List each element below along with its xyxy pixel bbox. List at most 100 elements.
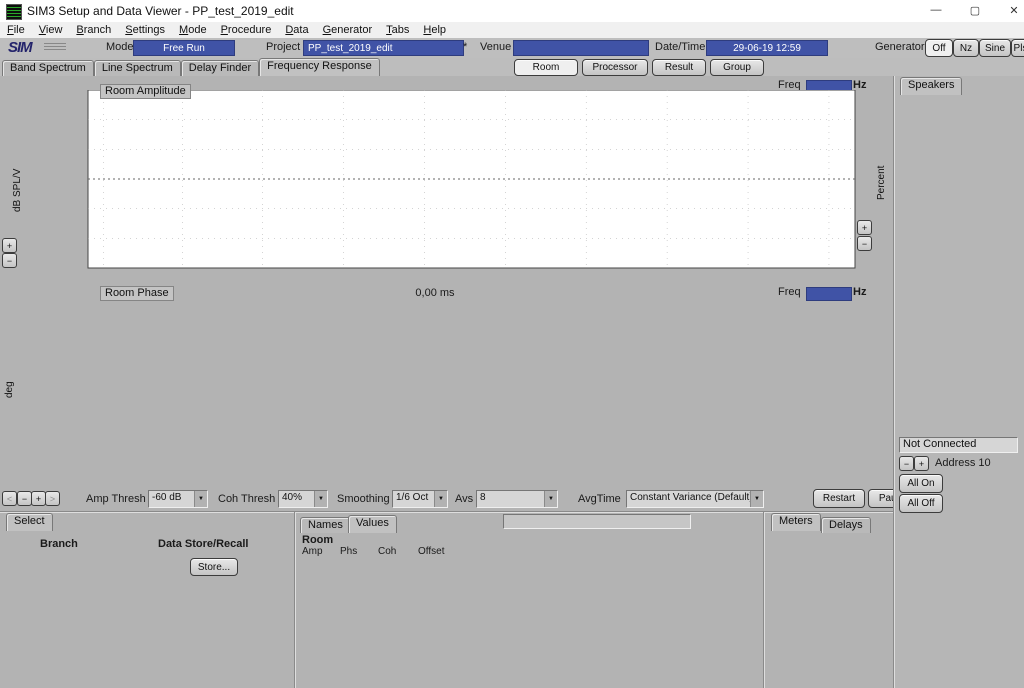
- coh-thresh-label: Coh Thresh: [218, 493, 276, 505]
- tab-frequency-response[interactable]: Frequency Response: [259, 58, 380, 76]
- smoothing-label: Smoothing: [337, 493, 390, 505]
- chevron-down-icon: ▼: [194, 491, 207, 507]
- tab-speakers[interactable]: Speakers: [900, 77, 963, 95]
- generator-buttons: OffNzSinePls: [925, 39, 1024, 57]
- menu-mode[interactable]: Mode: [179, 24, 207, 36]
- amp-zoom-out-button[interactable]: −: [2, 253, 17, 268]
- delay-readout: 0,00 ms: [415, 287, 455, 299]
- percent-axis-title: Percent: [876, 165, 887, 200]
- speakers-panel: Speakers Not Connected − + Address 10 Al…: [895, 76, 1024, 688]
- tab-meters[interactable]: Meters: [771, 513, 821, 531]
- menu-branch[interactable]: Branch: [76, 24, 112, 36]
- percent-zoom-in-button[interactable]: +: [857, 220, 872, 235]
- amplitude-y-axis-title: dB SPL/V: [12, 168, 23, 212]
- amplitude-chart-title: Room Amplitude: [100, 84, 191, 99]
- maximize-button[interactable]: ▢: [969, 4, 981, 17]
- coh-thresh-select[interactable]: 40% ▼: [278, 490, 328, 508]
- cursor-next-button[interactable]: >: [45, 491, 60, 506]
- col-header-phs: Phs: [340, 546, 358, 557]
- select-panel: Select Branch Data Store/Recall Store...: [0, 512, 294, 688]
- speakers-divider: [893, 76, 894, 688]
- mode-value: Free Run: [133, 40, 235, 56]
- menu-tabs[interactable]: Tabs: [386, 24, 410, 36]
- bottom-divider: [0, 511, 1024, 512]
- close-button[interactable]: ✕: [1009, 4, 1019, 17]
- sim-logo: SIM: [8, 39, 33, 56]
- generator-pls-button[interactable]: Pls: [1011, 39, 1024, 57]
- menu-view[interactable]: View: [38, 24, 63, 36]
- generator-off-button[interactable]: Off: [925, 39, 953, 57]
- app-icon: [6, 4, 22, 20]
- cursor-prev-button[interactable]: <: [2, 491, 17, 506]
- cursor-minus-button[interactable]: −: [17, 491, 32, 506]
- venue-field[interactable]: [513, 40, 649, 56]
- phase-freq-unit: Hz: [853, 286, 867, 298]
- coh-thresh-value: 40%: [282, 492, 303, 503]
- amp-thresh-label: Amp Thresh: [86, 493, 146, 505]
- panel-divider-1: [294, 512, 295, 688]
- avs-select[interactable]: 8 ▼: [476, 490, 558, 508]
- view-buttons: Room Processor Result Group: [514, 59, 764, 76]
- amplitude-plot: [87, 90, 856, 269]
- avgtime-value: Constant Variance (Default): [630, 492, 750, 503]
- menu-help[interactable]: Help: [423, 24, 447, 36]
- tab-names[interactable]: Names: [300, 517, 351, 533]
- chevron-down-icon: ▼: [750, 491, 763, 507]
- phase-freq-label: Freq: [778, 286, 801, 298]
- title-bar: SIM3 Setup and Data Viewer - PP_test_201…: [0, 0, 1024, 23]
- avgtime-select[interactable]: Constant Variance (Default) ▼: [626, 490, 764, 508]
- menu-bar: File View Branch Settings Mode Procedure Data G…: [0, 22, 1024, 38]
- view-room-button[interactable]: Room: [514, 59, 578, 76]
- main-tab-row: Band Spectrum Line Spectrum Delay Finder Fr…: [0, 58, 1024, 76]
- phase-y-axis-title: deg: [4, 381, 15, 398]
- project-field[interactable]: PP_test_2019_edit: [303, 40, 464, 56]
- view-result-button[interactable]: Result: [652, 59, 706, 76]
- sim-logo-lines-icon: [44, 43, 66, 51]
- col-header-coh: Coh: [378, 546, 397, 557]
- store-header: Data Store/Recall: [158, 538, 249, 550]
- smoothing-select[interactable]: 1/6 Oct ▼: [392, 490, 448, 508]
- restart-button[interactable]: Restart: [813, 489, 865, 508]
- meters-panel: Meters Delays: [765, 512, 1024, 688]
- tab-delay-finder[interactable]: Delay Finder: [180, 60, 260, 76]
- menu-settings[interactable]: Settings: [125, 24, 166, 36]
- smoothing-value: 1/6 Oct: [396, 492, 429, 503]
- amplitude-freq-label: Freq: [778, 79, 801, 91]
- panel-divider-2: [763, 512, 764, 688]
- project-modified-marker: *: [463, 41, 468, 53]
- cursor-plus-button[interactable]: +: [31, 491, 46, 506]
- generator-sine-button[interactable]: Sine: [979, 39, 1011, 57]
- view-group-button[interactable]: Group: [710, 59, 764, 76]
- amp-thresh-select[interactable]: -60 dB ▼: [148, 490, 208, 508]
- tab-band-spectrum[interactable]: Band Spectrum: [2, 60, 94, 76]
- connection-status: Not Connected: [899, 437, 1018, 453]
- main-tabs: Band Spectrum Line Spectrum Delay Finder Fr…: [2, 58, 380, 76]
- toolbar: SIM Mode Free Run Project PP_test_2019_e…: [0, 38, 1024, 59]
- percent-zoom-out-button[interactable]: −: [857, 236, 872, 251]
- tab-line-spectrum[interactable]: Line Spectrum: [93, 60, 181, 76]
- mode-label: Mode: [106, 41, 134, 53]
- menu-generator[interactable]: Generator: [322, 24, 373, 36]
- address-plus-button[interactable]: +: [914, 456, 929, 471]
- menu-procedure[interactable]: Procedure: [220, 24, 272, 36]
- tab-values[interactable]: Values: [348, 515, 397, 533]
- all-on-button[interactable]: All On: [899, 474, 943, 493]
- generator-nz-button[interactable]: Nz: [953, 39, 979, 57]
- avgtime-label: AvgTime: [578, 493, 621, 505]
- view-processor-button[interactable]: Processor: [582, 59, 648, 76]
- store-button[interactable]: Store...: [190, 558, 238, 576]
- menu-data[interactable]: Data: [285, 24, 309, 36]
- tab-select[interactable]: Select: [6, 513, 53, 531]
- all-off-button[interactable]: All Off: [899, 494, 943, 513]
- tab-delays[interactable]: Delays: [821, 517, 871, 533]
- generator-label: Generator: [875, 41, 925, 53]
- minimize-button[interactable]: —: [930, 4, 942, 16]
- amp-zoom-in-button[interactable]: +: [2, 238, 17, 253]
- window-title: SIM3 Setup and Data Viewer - PP_test_201…: [27, 4, 294, 18]
- phase-chart-title: Room Phase: [100, 286, 174, 301]
- menu-file[interactable]: File: [7, 24, 25, 36]
- address-minus-button[interactable]: −: [899, 456, 914, 471]
- datetime-value: 29-06-19 12:59: [706, 40, 828, 56]
- avs-value: 8: [480, 492, 486, 503]
